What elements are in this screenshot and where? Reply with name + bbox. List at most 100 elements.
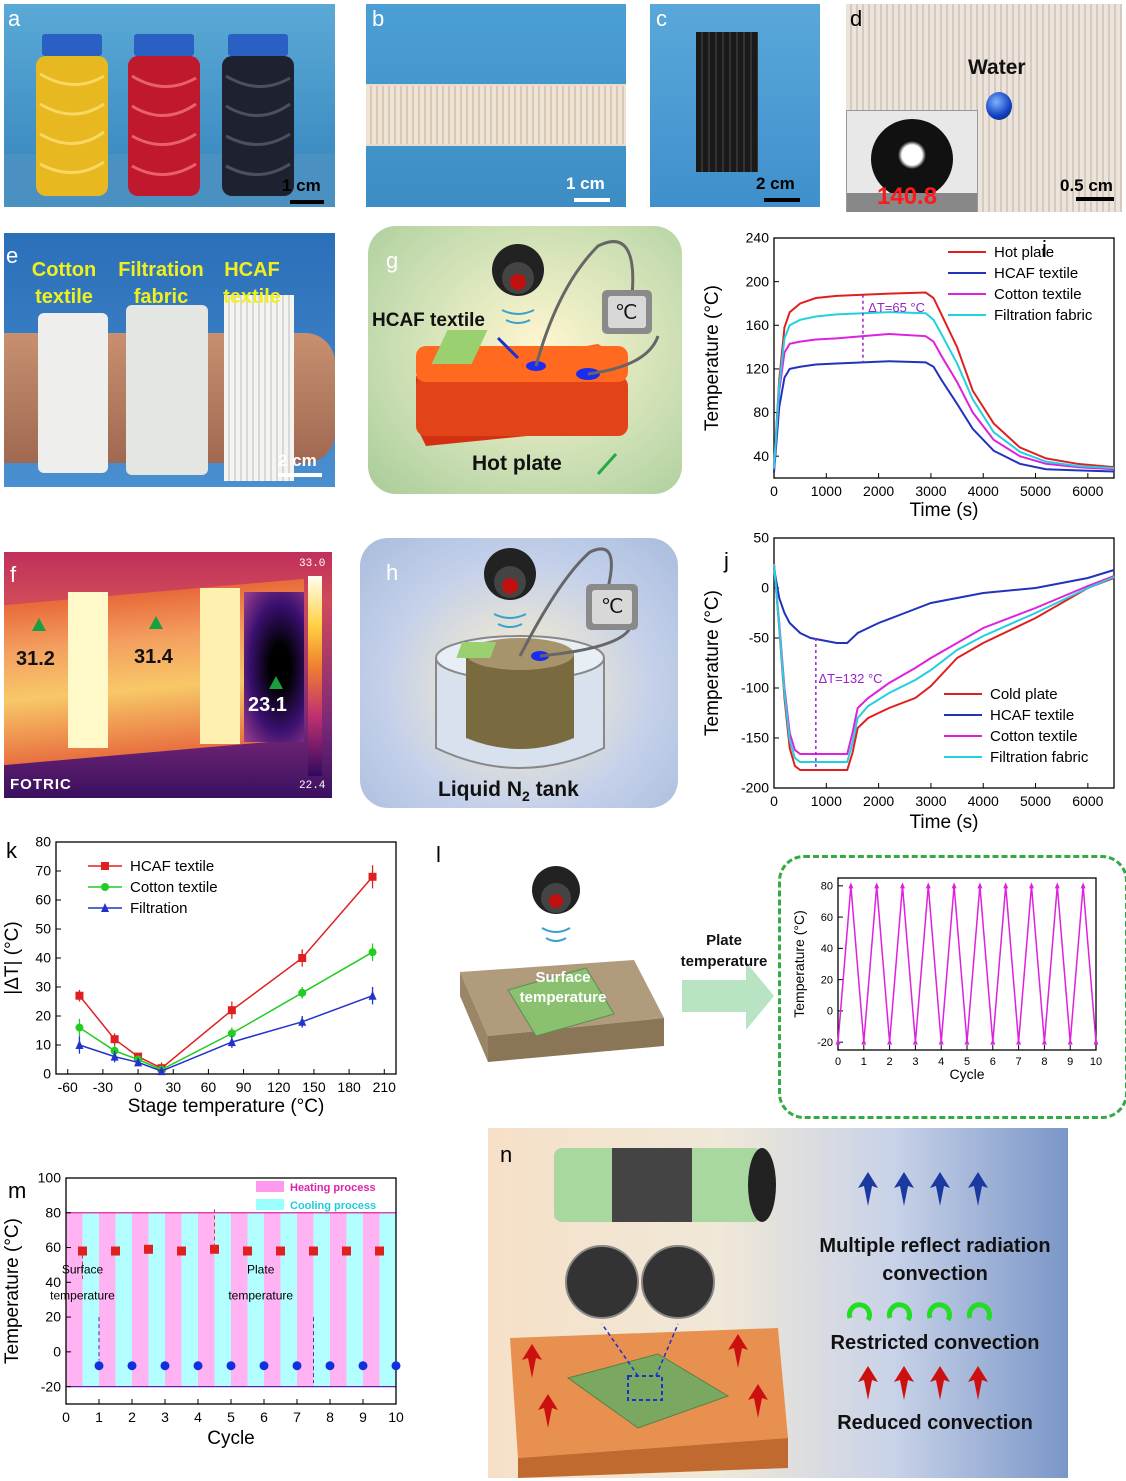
- process-band: [346, 1212, 363, 1387]
- thermal-brand: FOTRIC: [10, 776, 72, 793]
- data-point: [276, 1246, 285, 1256]
- panel-e-label: e: [6, 243, 19, 268]
- chart-k: -60 -30 0 30 60 90 120 150 180 210 0 10 20 30 40 50 60 70…: [2, 836, 397, 1117]
- panel-d-label: d: [850, 6, 863, 31]
- liquid-nitrogen-setup: [435, 547, 638, 769]
- y-tick-label: 80: [821, 880, 833, 892]
- data-point: [1093, 1038, 1099, 1045]
- legend-label: Cotton textile: [130, 879, 218, 896]
- filtration-fabric-label: Filtration fabric: [118, 259, 204, 308]
- process-band: [148, 1212, 165, 1387]
- hcaf-textile-label: HCAF textile: [223, 259, 281, 308]
- plate-annotation-1: Plate: [247, 1263, 275, 1277]
- x-tick-label: 5000: [1020, 483, 1051, 499]
- black-textile: [696, 32, 758, 172]
- x-tick-label: 4: [194, 1409, 202, 1425]
- panel-h-label: h: [386, 560, 399, 585]
- panel-i-label: i: [1042, 236, 1047, 261]
- panel-c-scale-bar: [764, 198, 800, 202]
- legend-label: Cotton textile: [994, 286, 1082, 303]
- y-tick-label: 0: [43, 1066, 51, 1082]
- x-axis-label: Cycle: [207, 1428, 255, 1449]
- legend-label: Cooling process: [290, 1200, 376, 1212]
- delta-t-annotation: ΔT=65 °C: [868, 300, 925, 315]
- hot-plate-setup: [416, 240, 660, 476]
- panel-f-label: f: [10, 562, 17, 587]
- series-line-hcaf-textile: [773, 567, 1115, 644]
- delta-t-annotation: ΔT=132 °C: [818, 671, 882, 686]
- liquid-n2-suffix: tank: [529, 778, 579, 801]
- data-point: [111, 1246, 120, 1256]
- y-tick-label: 80: [753, 404, 769, 420]
- liquid-n2-subscript: 2: [521, 788, 530, 805]
- series-line-cotton-textile: [773, 332, 1115, 471]
- cotton-band: [38, 313, 108, 473]
- y-axis-label: |ΔT| (°C): [2, 921, 23, 994]
- x-tick-label: 1: [861, 1056, 867, 1068]
- y-tick-label: 20: [45, 1309, 61, 1325]
- panel-c-photo: c 2 cm: [650, 4, 820, 207]
- thermometer-unit-g: ℃: [615, 302, 638, 324]
- panel-b-photo: b 1 cm: [366, 4, 626, 207]
- y-tick-label: -50: [749, 630, 769, 646]
- process-band: [115, 1212, 132, 1387]
- legend-label: Cold plate: [990, 686, 1058, 703]
- legend-label: Heating process: [290, 1182, 376, 1194]
- data-point: [368, 948, 377, 957]
- contact-angle-base: [847, 193, 977, 212]
- data-point: [900, 882, 905, 889]
- thermal-cold-band: [244, 592, 304, 742]
- panel-k-label: k: [6, 838, 18, 863]
- x-tick-label: 6: [990, 1056, 996, 1068]
- data-point: [912, 1038, 918, 1045]
- data-point: [110, 1035, 119, 1044]
- x-tick-label: 0: [62, 1409, 70, 1425]
- process-band: [231, 1212, 248, 1387]
- panel-d-photo: Water 140.8 d 0.5 cm: [846, 4, 1122, 212]
- data-point: [144, 1244, 153, 1254]
- panel-f-thermal: 33.0 22.4 31.2 31.4 23.1 FOTRIC f: [4, 552, 332, 798]
- y-axis-label: Temperature (°C): [791, 910, 807, 1018]
- panel-a-scale-bar: [290, 200, 324, 204]
- x-axis-label: Time (s): [910, 500, 979, 521]
- data-point: [977, 882, 983, 889]
- plot-frame: [837, 877, 1097, 1051]
- process-band: [297, 1212, 314, 1387]
- panel-h-schematic: ℃ Liquid N2 tank h: [360, 538, 678, 808]
- process-band: [165, 1212, 182, 1387]
- bottles-illustration: [4, 34, 335, 207]
- x-tick-label: 0: [770, 483, 778, 499]
- x-tick-label: 6000: [1072, 793, 1103, 809]
- y-tick-label: -200: [741, 780, 769, 796]
- x-tick-label: 2: [887, 1056, 893, 1068]
- x-tick-label: 9: [359, 1409, 367, 1425]
- y-tick-label: 240: [746, 230, 770, 246]
- chart-m: 0 1 2 3 4 5 6 7 8 9 10-20020406080100CycleTemperat…: [2, 1170, 404, 1449]
- data-point: [226, 1361, 236, 1371]
- cotton-textile-label: Cotton textile: [31, 259, 97, 308]
- process-band: [198, 1212, 215, 1387]
- legend-marker: [101, 883, 109, 891]
- x-tick-label: 5: [964, 1056, 970, 1068]
- chart-j: 0 1000 2000 3000 4000 5000 6000 -200 -150 -100 -50…: [702, 530, 1115, 833]
- plot-frame: [773, 237, 1115, 479]
- x-axis-label: Stage temperature (°C): [128, 1096, 325, 1117]
- surface-annotation-1: Surface: [62, 1263, 104, 1277]
- y-tick-label: -20: [41, 1378, 61, 1394]
- x-tick-label: 10: [388, 1409, 404, 1425]
- y-axis-label: Temperature (°C): [2, 1218, 23, 1364]
- data-point: [298, 954, 307, 962]
- series-line-cotton-textile: [79, 951, 373, 1071]
- y-tick-label: 30: [35, 979, 51, 995]
- data-point: [1016, 1038, 1022, 1045]
- data-point: [1029, 882, 1034, 889]
- process-band: [247, 1212, 264, 1387]
- y-tick-label: 60: [45, 1239, 61, 1255]
- y-tick-label: 80: [45, 1204, 61, 1220]
- data-point: [375, 1246, 384, 1256]
- convection-mechanism: [510, 1148, 992, 1478]
- plot-frame: [55, 841, 397, 1075]
- x-tick-label: 4: [938, 1056, 944, 1068]
- data-point: [292, 1361, 302, 1371]
- y-tick-label: 200: [746, 273, 770, 289]
